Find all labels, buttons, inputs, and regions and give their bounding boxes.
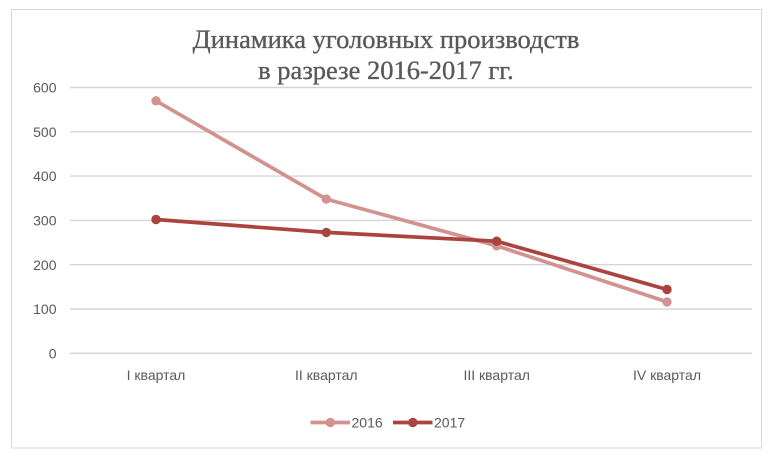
- svg-text:600: 600: [33, 80, 57, 96]
- svg-text:500: 500: [33, 124, 57, 140]
- svg-text:400: 400: [33, 168, 57, 184]
- svg-text:IV квартал: IV квартал: [633, 367, 701, 383]
- svg-text:II квартал: II квартал: [295, 367, 358, 383]
- svg-text:2016: 2016: [352, 415, 383, 431]
- svg-text:в разрезе 2016-2017 гг.: в разрезе 2016-2017 гг.: [258, 55, 514, 85]
- svg-text:100: 100: [33, 301, 57, 317]
- svg-text:III квартал: III квартал: [463, 367, 529, 383]
- svg-text:300: 300: [33, 213, 57, 229]
- svg-text:200: 200: [33, 257, 57, 273]
- svg-text:2017: 2017: [434, 415, 465, 431]
- svg-text:0: 0: [49, 345, 57, 361]
- svg-text:Динамика уголовных производств: Динамика уголовных производств: [193, 24, 580, 54]
- svg-text:I квартал: I квартал: [127, 367, 186, 383]
